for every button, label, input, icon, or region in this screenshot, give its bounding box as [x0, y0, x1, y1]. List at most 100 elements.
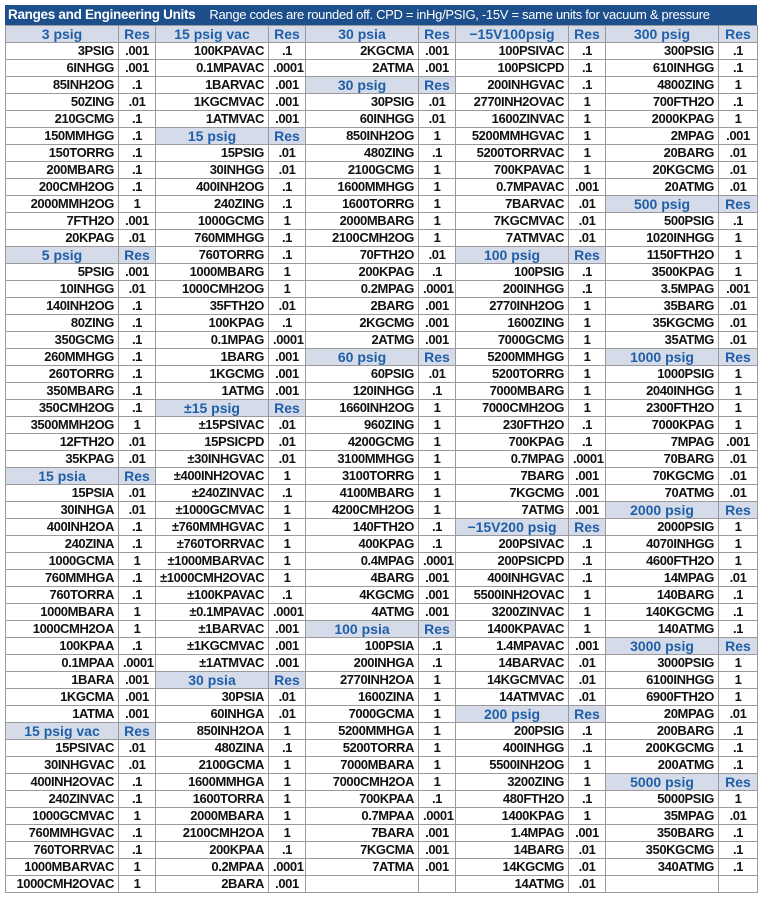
table-row: 6INHGG .001 0.1MPAVAC .0001 2ATMA .001 100PSIC… — [5, 59, 758, 77]
range-code-cell: 70FTH2O — [305, 246, 419, 264]
resolution-cell: .1 — [568, 722, 606, 740]
table-row: 3PSIG .001 100KPAVAC .1 2KGCMA .001 100PSIVAC.… — [5, 42, 758, 60]
resolution-cell: 1 — [718, 382, 758, 400]
range-code-cell: 2770INH2OG — [455, 297, 569, 315]
range-code-cell: 760MMHGVAC — [5, 824, 119, 842]
resolution-cell: 1 — [418, 688, 456, 706]
table-row: 350MBARG .1 1ATMG .001 120INHGG .1 7000MBARG 1 2… — [5, 382, 758, 400]
resolution-cell: 1 — [118, 416, 156, 434]
range-code-cell: 1600MMHGG — [305, 178, 419, 196]
range-code-cell: 35KPAG — [5, 450, 119, 468]
range-code-cell: 700KPAA — [305, 790, 419, 808]
range-code-cell: 760TORRVAC — [5, 841, 119, 859]
resolution-cell: .1 — [268, 586, 306, 604]
resolution-cell: .0001 — [268, 59, 306, 77]
resolution-cell: 1 — [118, 858, 156, 876]
resolution-cell: .001 — [568, 824, 606, 842]
range-code-cell: 340ATMG — [605, 858, 719, 876]
resolution-cell: .01 — [718, 807, 758, 825]
resolution-cell: .1 — [118, 773, 156, 791]
range-group-header: 100 psia — [305, 620, 419, 638]
resolution-cell: .1 — [118, 365, 156, 383]
resolution-cell: 1 — [718, 110, 758, 128]
range-code-cell: 20BARG — [605, 144, 719, 162]
range-code-cell: 0.7MPAA — [305, 807, 419, 825]
resolution-cell: .1 — [718, 59, 758, 77]
range-code-cell: 30PSIA — [155, 688, 269, 706]
range-code-cell: 1KGCMG — [155, 365, 269, 383]
range-code-cell: 20KGCMG — [605, 161, 719, 179]
resolution-cell: 1 — [718, 246, 758, 264]
range-code-cell: 760TORRG — [155, 246, 269, 264]
resolution-cell: .1 — [268, 484, 306, 502]
range-code-cell: ±1000CMH2OVAC — [155, 569, 269, 587]
range-code-cell: 400INH2OVAC — [5, 773, 119, 791]
range-code-cell: 4200CMH2OG — [305, 501, 419, 519]
range-code-cell: 1BARA — [5, 671, 119, 689]
range-code-cell: 15PSIG — [155, 144, 269, 162]
resolution-cell: .1 — [118, 314, 156, 332]
resolution-cell: .01 — [268, 144, 306, 162]
resolution-cell: .1 — [718, 212, 758, 230]
range-code-cell: 200PSIVAC — [455, 535, 569, 553]
resolution-cell: 1 — [418, 212, 456, 230]
resolution-cell: .1 — [118, 144, 156, 162]
range-code-cell: 1000CMH2OA — [5, 620, 119, 638]
resolution-cell: 1 — [568, 93, 606, 111]
range-code-cell: ±1000MBARVAC — [155, 552, 269, 570]
resolution-cell: .1 — [718, 603, 758, 621]
range-code-cell: 260TORRG — [5, 365, 119, 383]
resolution-cell: 1 — [718, 76, 758, 94]
range-code-cell: 1600TORRA — [155, 790, 269, 808]
table-row: 400INH2OA .1 ±760MMHGVAC 1 140FTH2O .1 −15V200… — [5, 518, 758, 536]
resolution-cell: 1 — [418, 450, 456, 468]
res-column-header: Res — [418, 620, 456, 638]
resolution-cell: .01 — [418, 365, 456, 383]
range-code-cell: 100KPAVAC — [155, 42, 269, 60]
table-row: 140INH2OG .1 35FTH2O .01 2BARG .001 2770INH2OG… — [5, 297, 758, 315]
range-code-cell: 1020INHGG — [605, 229, 719, 247]
range-code-cell: 5500INH2OG — [455, 756, 569, 774]
range-code-cell: 5200MMHGVAC — [455, 127, 569, 145]
resolution-cell: .01 — [718, 178, 758, 196]
range-code-cell: 14BARG — [455, 841, 569, 859]
resolution-cell: .01 — [718, 705, 758, 723]
range-code-cell: 300PSIG — [605, 42, 719, 60]
resolution-cell: 1 — [268, 212, 306, 230]
range-group-header: 200 psig — [455, 705, 569, 723]
range-code-cell: 2KGCMA — [305, 42, 419, 60]
range-code-cell: 7ATMG — [455, 501, 569, 519]
resolution-cell: .1 — [718, 841, 758, 859]
resolution-cell: .01 — [718, 144, 758, 162]
range-code-cell: 85INH2OG — [5, 76, 119, 94]
resolution-cell: 1 — [718, 552, 758, 570]
resolution-cell: 1 — [718, 671, 758, 689]
resolution-cell: 1 — [418, 433, 456, 451]
resolution-cell: .1 — [718, 858, 758, 876]
resolution-cell: .1 — [418, 637, 456, 655]
resolution-cell: .1 — [118, 535, 156, 553]
range-code-cell: 1000MBARA — [5, 603, 119, 621]
resolution-cell: 1 — [418, 178, 456, 196]
resolution-cell: 1 — [718, 365, 758, 383]
resolution-cell: .1 — [118, 110, 156, 128]
resolution-cell: 1 — [718, 399, 758, 417]
range-code-cell: 480ZING — [305, 144, 419, 162]
resolution-cell: .1 — [718, 586, 758, 604]
resolution-cell: .01 — [118, 280, 156, 298]
resolution-cell: .01 — [268, 688, 306, 706]
range-code-cell: 7KGCMG — [455, 484, 569, 502]
resolution-cell: .1 — [418, 654, 456, 672]
resolution-cell: .1 — [568, 535, 606, 553]
range-code-cell: 1000MBARG — [155, 263, 269, 281]
range-code-cell: 4200GCMG — [305, 433, 419, 451]
range-code-cell: 20ATMG — [605, 178, 719, 196]
resolution-cell: 1 — [568, 382, 606, 400]
table-row: 150TORRG .1 15PSIG .01 480ZING .1 5200TORRVAC 1… — [5, 144, 758, 162]
resolution-cell: 1 — [268, 722, 306, 740]
resolution-cell: .01 — [718, 331, 758, 349]
range-group-header: 30 psia — [305, 25, 419, 43]
table-row: 240ZINA .1 ±760TORRVAC 1 400KPAG .1 200PSIVAC.… — [5, 535, 758, 553]
range-code-cell: 7000MBARG — [455, 382, 569, 400]
range-code-cell: 7000GCMG — [455, 331, 569, 349]
